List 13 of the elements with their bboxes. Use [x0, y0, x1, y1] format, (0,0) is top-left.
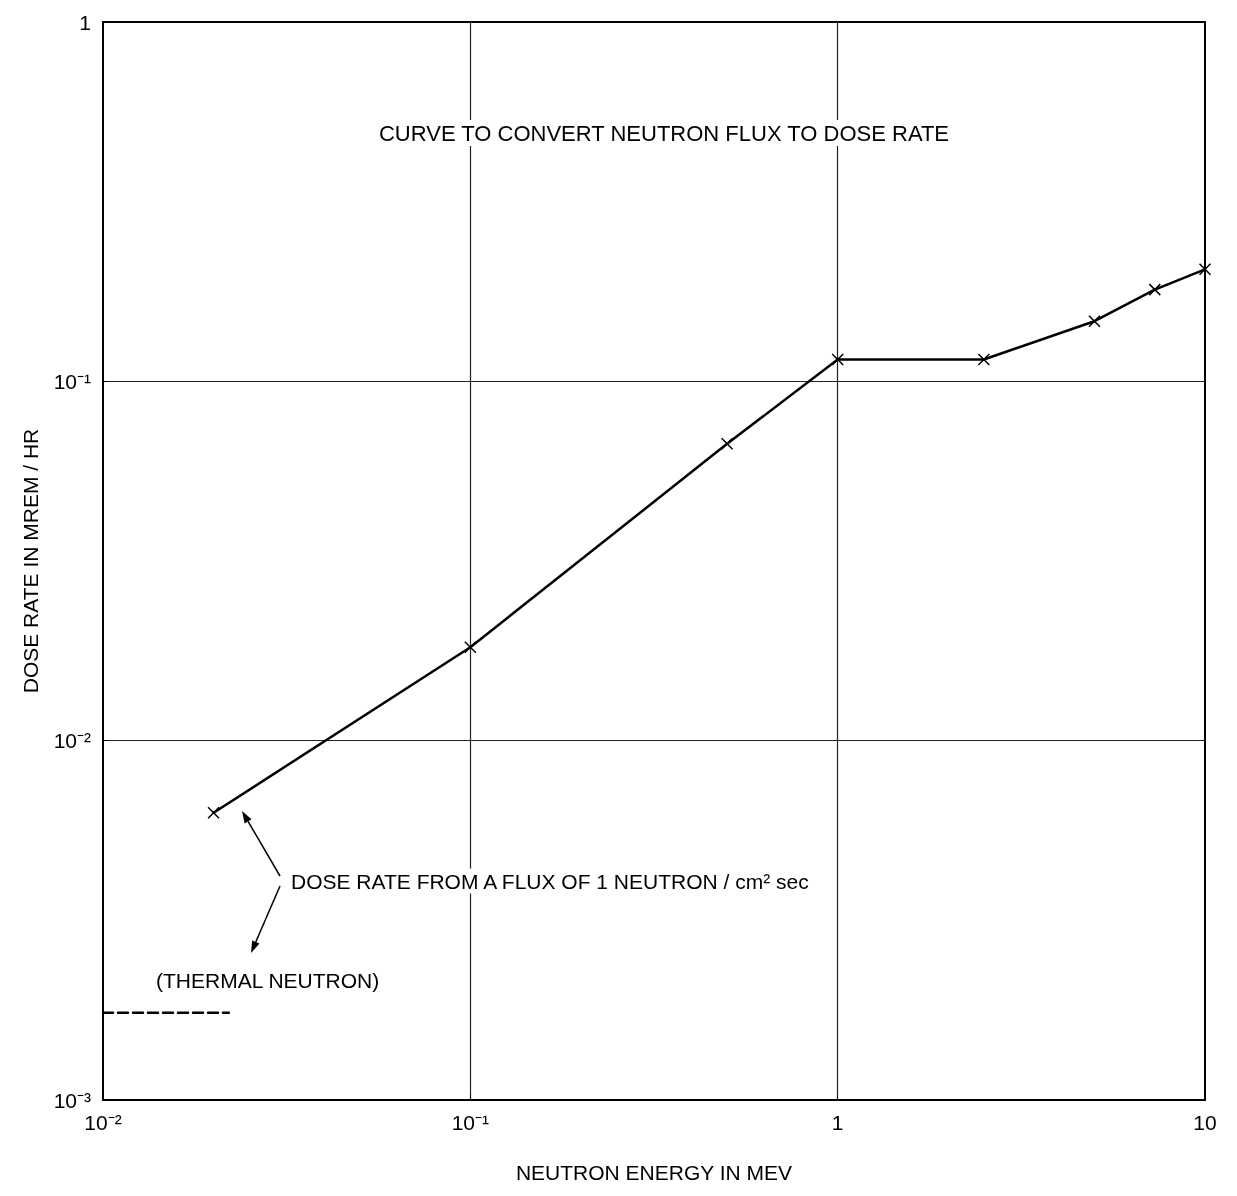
- x-tick-label: 1: [831, 1111, 844, 1134]
- annotation: DOSE RATE FROM A FLUX OF 1 NEUTRON / cm² sec: [291, 869, 809, 893]
- x-tick-label: 10: [1193, 1111, 1217, 1134]
- annotation: (THERMAL NEUTRON): [156, 968, 380, 992]
- y-tick-label: 10⁻¹: [53, 369, 91, 393]
- x-tick-label: 10⁻¹: [451, 1111, 490, 1134]
- y-tick-label: 10⁻²: [53, 729, 91, 753]
- text: CURVE TO CONVERT NEUTRON FLUX TO DOSE RATE: [378, 120, 950, 146]
- y-tick-label: 1: [79, 10, 91, 34]
- y-tick-label: 10⁻³: [53, 1088, 91, 1112]
- x-axis-title: NEUTRON ENERGY IN MEV: [515, 1161, 793, 1184]
- y-axis-title: DOSE RATE IN MREM / HR: [19, 428, 42, 694]
- x-tick-label: 10⁻²: [84, 1111, 122, 1134]
